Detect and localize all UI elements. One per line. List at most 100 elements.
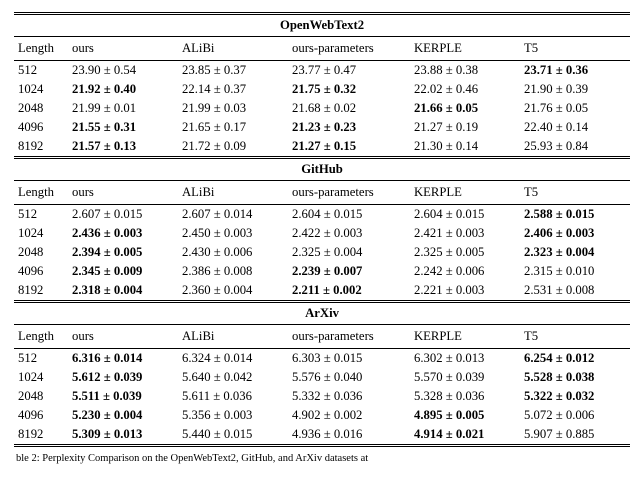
value-cell: 21.57 ± 0.13 (70, 137, 180, 158)
table-row: 5122.607 ± 0.0152.607 ± 0.0142.604 ± 0.0… (14, 205, 630, 225)
value-cell: 22.14 ± 0.37 (180, 80, 290, 99)
value-cell: 4.902 ± 0.002 (290, 406, 412, 425)
col-header: ours (70, 181, 180, 205)
value-cell: 21.30 ± 0.14 (412, 137, 522, 158)
table-row: 81925.309 ± 0.0135.440 ± 0.0154.936 ± 0.… (14, 425, 630, 446)
value-cell: 6.316 ± 0.014 (70, 349, 180, 369)
length-cell: 2048 (14, 243, 70, 262)
value-cell: 2.607 ± 0.014 (180, 205, 290, 225)
section-title: ArXiv (14, 302, 630, 325)
value-cell: 6.303 ± 0.015 (290, 349, 412, 369)
value-cell: 2.221 ± 0.003 (412, 281, 522, 302)
length-cell: 8192 (14, 281, 70, 302)
value-cell: 2.315 ± 0.010 (522, 262, 630, 281)
value-cell: 21.92 ± 0.40 (70, 80, 180, 99)
length-cell: 2048 (14, 387, 70, 406)
col-header: T5 (522, 37, 630, 61)
value-cell: 2.406 ± 0.003 (522, 224, 630, 243)
value-cell: 5.440 ± 0.015 (180, 425, 290, 446)
length-cell: 4096 (14, 118, 70, 137)
value-cell: 22.02 ± 0.46 (412, 80, 522, 99)
value-cell: 2.325 ± 0.005 (412, 243, 522, 262)
col-header: Length (14, 325, 70, 349)
length-cell: 4096 (14, 262, 70, 281)
value-cell: 25.93 ± 0.84 (522, 137, 630, 158)
section-title: OpenWebText2 (14, 14, 630, 37)
value-cell: 21.90 ± 0.39 (522, 80, 630, 99)
value-cell: 2.239 ± 0.007 (290, 262, 412, 281)
col-header: KERPLE (412, 37, 522, 61)
col-header: Length (14, 181, 70, 205)
value-cell: 2.323 ± 0.004 (522, 243, 630, 262)
value-cell: 5.511 ± 0.039 (70, 387, 180, 406)
value-cell: 4.895 ± 0.005 (412, 406, 522, 425)
col-header: ALiBi (180, 37, 290, 61)
value-cell: 21.75 ± 0.32 (290, 80, 412, 99)
length-cell: 1024 (14, 368, 70, 387)
value-cell: 2.211 ± 0.002 (290, 281, 412, 302)
value-cell: 5.328 ± 0.036 (412, 387, 522, 406)
value-cell: 2.318 ± 0.004 (70, 281, 180, 302)
value-cell: 22.40 ± 0.14 (522, 118, 630, 137)
length-cell: 8192 (14, 425, 70, 446)
value-cell: 21.27 ± 0.19 (412, 118, 522, 137)
table-row: 5126.316 ± 0.0146.324 ± 0.0146.303 ± 0.0… (14, 349, 630, 369)
length-cell: 512 (14, 205, 70, 225)
table-row: 40962.345 ± 0.0092.386 ± 0.0082.239 ± 0.… (14, 262, 630, 281)
col-header: T5 (522, 181, 630, 205)
section-title: GitHub (14, 158, 630, 181)
length-cell: 512 (14, 61, 70, 81)
value-cell: 23.90 ± 0.54 (70, 61, 180, 81)
value-cell: 5.322 ± 0.032 (522, 387, 630, 406)
col-header: Length (14, 37, 70, 61)
value-cell: 6.302 ± 0.013 (412, 349, 522, 369)
value-cell: 2.394 ± 0.005 (70, 243, 180, 262)
table-row: 20485.511 ± 0.0395.611 ± 0.0365.332 ± 0.… (14, 387, 630, 406)
col-header: T5 (522, 325, 630, 349)
value-cell: 21.65 ± 0.17 (180, 118, 290, 137)
value-cell: 2.421 ± 0.003 (412, 224, 522, 243)
length-cell: 2048 (14, 99, 70, 118)
results-table: OpenWebText2LengthoursALiBiours-paramete… (14, 12, 630, 447)
value-cell: 21.68 ± 0.02 (290, 99, 412, 118)
value-cell: 2.450 ± 0.003 (180, 224, 290, 243)
length-cell: 4096 (14, 406, 70, 425)
value-cell: 5.332 ± 0.036 (290, 387, 412, 406)
value-cell: 2.325 ± 0.004 (290, 243, 412, 262)
value-cell: 4.936 ± 0.016 (290, 425, 412, 446)
value-cell: 2.242 ± 0.006 (412, 262, 522, 281)
col-header: ours-parameters (290, 37, 412, 61)
value-cell: 5.576 ± 0.040 (290, 368, 412, 387)
value-cell: 6.254 ± 0.012 (522, 349, 630, 369)
col-header: ALiBi (180, 325, 290, 349)
value-cell: 2.607 ± 0.015 (70, 205, 180, 225)
length-cell: 1024 (14, 80, 70, 99)
value-cell: 21.99 ± 0.01 (70, 99, 180, 118)
value-cell: 5.230 ± 0.004 (70, 406, 180, 425)
value-cell: 5.356 ± 0.003 (180, 406, 290, 425)
value-cell: 2.430 ± 0.006 (180, 243, 290, 262)
value-cell: 5.528 ± 0.038 (522, 368, 630, 387)
col-header: ours-parameters (290, 181, 412, 205)
table-row: 204821.99 ± 0.0121.99 ± 0.0321.68 ± 0.02… (14, 99, 630, 118)
value-cell: 5.907 ± 0.885 (522, 425, 630, 446)
value-cell: 21.76 ± 0.05 (522, 99, 630, 118)
value-cell: 4.914 ± 0.021 (412, 425, 522, 446)
col-header: KERPLE (412, 181, 522, 205)
value-cell: 5.611 ± 0.036 (180, 387, 290, 406)
table-row: 10245.612 ± 0.0395.640 ± 0.0425.576 ± 0.… (14, 368, 630, 387)
col-header: ours (70, 325, 180, 349)
col-header: ours-parameters (290, 325, 412, 349)
table-row: 102421.92 ± 0.4022.14 ± 0.3721.75 ± 0.32… (14, 80, 630, 99)
length-cell: 8192 (14, 137, 70, 158)
value-cell: 2.531 ± 0.008 (522, 281, 630, 302)
value-cell: 5.640 ± 0.042 (180, 368, 290, 387)
value-cell: 23.85 ± 0.37 (180, 61, 290, 81)
value-cell: 2.604 ± 0.015 (290, 205, 412, 225)
table-row: 409621.55 ± 0.3121.65 ± 0.1721.23 ± 0.23… (14, 118, 630, 137)
value-cell: 2.436 ± 0.003 (70, 224, 180, 243)
col-header: ALiBi (180, 181, 290, 205)
table-row: 20482.394 ± 0.0052.430 ± 0.0062.325 ± 0.… (14, 243, 630, 262)
value-cell: 2.345 ± 0.009 (70, 262, 180, 281)
caption-fragment: ble 2: Perplexity Comparison on the Open… (14, 453, 626, 464)
